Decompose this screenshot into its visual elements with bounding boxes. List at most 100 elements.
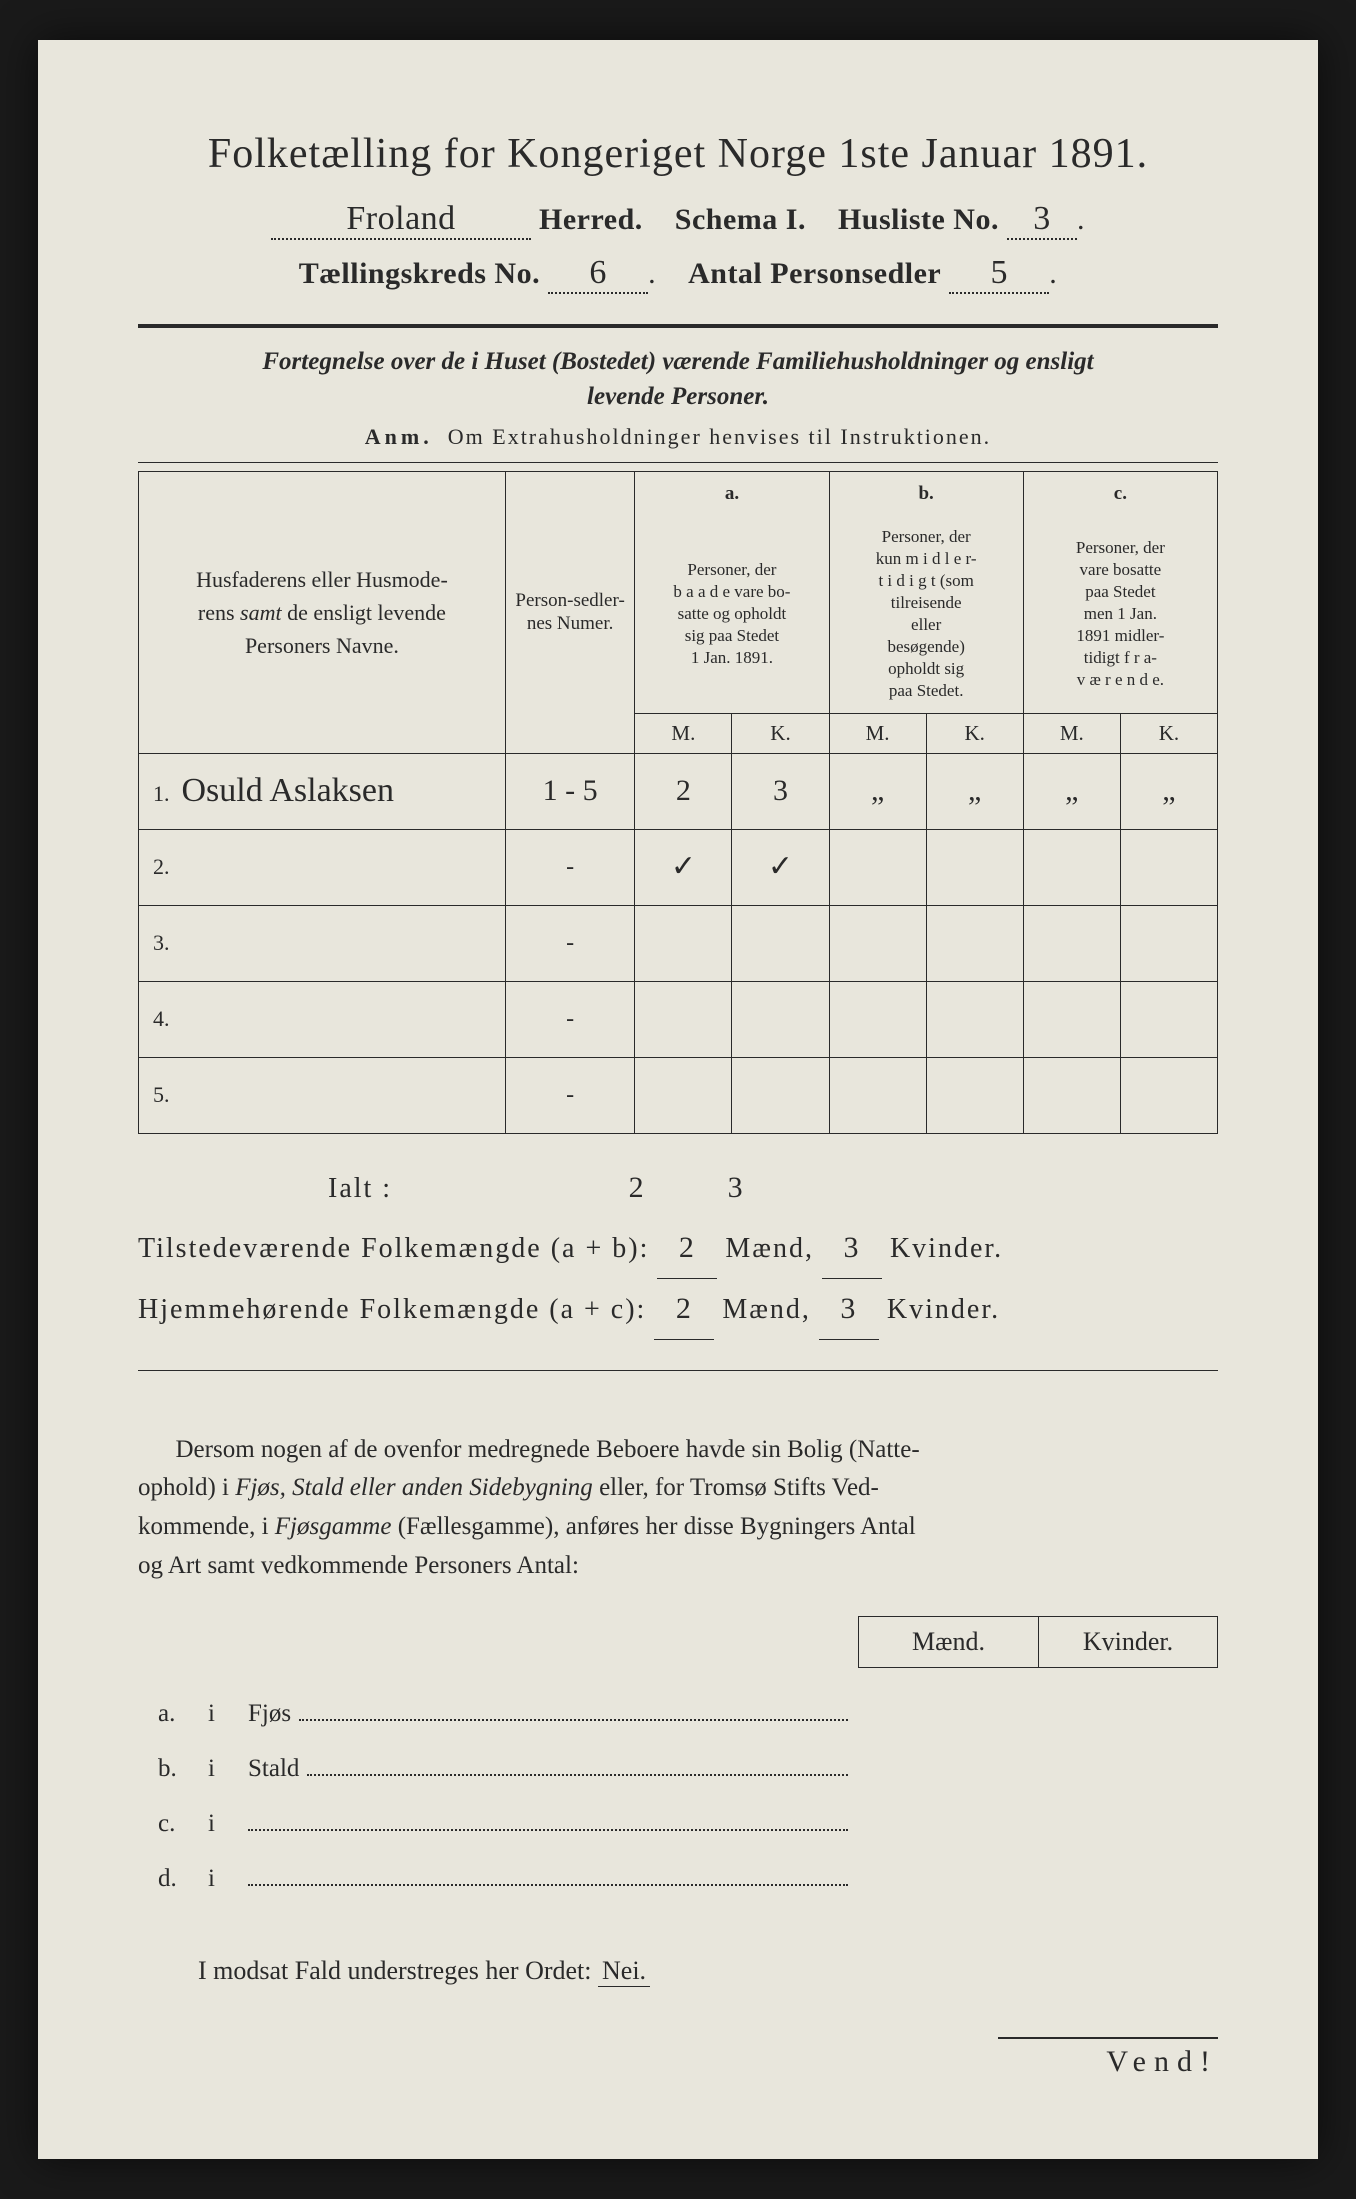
header-line-2: Tællingskreds No. 6. Antal Personsedler … xyxy=(138,254,1218,294)
th-cM: M. xyxy=(1023,713,1120,753)
cell-name: 1.Osuld Aslaksen xyxy=(139,753,506,829)
abcd-row-d: d. i xyxy=(138,1851,1218,1906)
abcd-list: a. i Fjøs b. i Stald c. i d. i xyxy=(138,1686,1218,1906)
abcd-i: i xyxy=(208,1741,248,1796)
th-bM: M. xyxy=(829,713,926,753)
cell-cK xyxy=(1120,905,1217,981)
nei-text: I modsat Fald understreges her Ordet: xyxy=(198,1956,592,1985)
th-c-top: c. xyxy=(1023,472,1217,516)
ialt-m: 2 xyxy=(592,1158,682,1218)
abcd-a: a. xyxy=(138,1686,208,1741)
cell-aK: ✓ xyxy=(732,829,829,905)
cell-cK xyxy=(1120,981,1217,1057)
maend-label-2: Mænd, xyxy=(722,1282,811,1338)
dwelling-paragraph: Dersom nogen af de ovenfor medregnede Be… xyxy=(138,1431,1218,1586)
dotted-line xyxy=(248,1861,848,1886)
abcd-i: i xyxy=(208,1851,248,1906)
hjem-m: 2 xyxy=(654,1279,714,1340)
abcd-row-a: a. i Fjøs xyxy=(138,1686,1218,1741)
cell-bK xyxy=(926,829,1023,905)
th-c: Personer, dervare bosattepaa Stedetmen 1… xyxy=(1023,516,1217,713)
cell-cM xyxy=(1023,1057,1120,1133)
dotted-line xyxy=(248,1806,848,1831)
ialt-k: 3 xyxy=(691,1158,781,1218)
th-cK: K. xyxy=(1120,713,1217,753)
th-b-top: b. xyxy=(829,472,1023,516)
table-row: 5.- xyxy=(139,1057,1218,1133)
intro-text: Fortegnelse over de i Huset (Bostedet) v… xyxy=(138,344,1218,414)
cell-bM: „ xyxy=(829,753,926,829)
abcd-i: i xyxy=(208,1796,248,1851)
cell-cM xyxy=(1023,981,1120,1057)
tilst-k: 3 xyxy=(822,1218,882,1279)
anm-line: Anm. Om Extrahusholdninger henvises til … xyxy=(138,424,1218,450)
nei-word: Nei. xyxy=(598,1956,650,1987)
cell-name: 5. xyxy=(139,1057,506,1133)
abcd-d: d. xyxy=(138,1851,208,1906)
header-line-1: Froland Herred. Schema I. Husliste No. 3… xyxy=(138,200,1218,240)
th-aM: M. xyxy=(635,713,732,753)
husliste-value: 3 xyxy=(1007,200,1077,240)
intro-line-1: Fortegnelse over de i Huset (Bostedet) v… xyxy=(262,348,1093,375)
cell-bK xyxy=(926,905,1023,981)
cell-bK xyxy=(926,1057,1023,1133)
herred-value: Froland xyxy=(271,200,531,240)
husliste-label: Husliste No. xyxy=(838,203,999,236)
anm-text: Om Extrahusholdninger henvises til Instr… xyxy=(448,424,991,449)
abcd-c: c. xyxy=(138,1796,208,1851)
cell-numer: - xyxy=(505,905,634,981)
cell-bK xyxy=(926,981,1023,1057)
hjem-label: Hjemmehørende Folkemængde (a + c): xyxy=(138,1282,646,1338)
tilst-label: Tilstedeværende Folkemængde (a + b): xyxy=(138,1221,649,1277)
herred-label: Herred. xyxy=(539,203,643,236)
cell-aK xyxy=(732,1057,829,1133)
th-numer: Person-sedler-nes Numer. xyxy=(505,472,634,754)
page-title: Folketælling for Kongeriget Norge 1ste J… xyxy=(138,130,1218,178)
cell-bM xyxy=(829,905,926,981)
cell-numer: 1 - 5 xyxy=(505,753,634,829)
abcd-row-b: b. i Stald xyxy=(138,1741,1218,1796)
cell-name: 2. xyxy=(139,829,506,905)
cell-numer: - xyxy=(505,1057,634,1133)
mk-k: Kvinder. xyxy=(1038,1616,1218,1668)
th-aK: K. xyxy=(732,713,829,753)
cell-aM: ✓ xyxy=(635,829,732,905)
abcd-i: i xyxy=(208,1686,248,1741)
intro-line-2: levende Personer. xyxy=(587,383,769,410)
rule xyxy=(138,1370,1218,1371)
cell-cK xyxy=(1120,829,1217,905)
sedler-label: Antal Personsedler xyxy=(688,257,941,290)
cell-cK xyxy=(1120,1057,1217,1133)
cell-bM xyxy=(829,829,926,905)
cell-aK xyxy=(732,905,829,981)
cell-cM xyxy=(1023,829,1120,905)
cell-numer: - xyxy=(505,981,634,1057)
cell-cM: „ xyxy=(1023,753,1120,829)
abcd-b: b. xyxy=(138,1741,208,1796)
table-row: 3.- xyxy=(139,905,1218,981)
household-table: Husfaderens eller Husmode-rens samt de e… xyxy=(138,471,1218,1134)
cell-aM xyxy=(635,981,732,1057)
th-b: Personer, derkun m i d l e r-t i d i g t… xyxy=(829,516,1023,713)
tilst-m: 2 xyxy=(657,1218,717,1279)
abcd-fjos: Fjøs xyxy=(248,1686,299,1741)
cell-cK: „ xyxy=(1120,753,1217,829)
cell-bM xyxy=(829,1057,926,1133)
cell-aK: 3 xyxy=(732,753,829,829)
mk-header: Mænd. Kvinder. xyxy=(138,1616,1218,1668)
rule xyxy=(138,462,1218,463)
sedler-value: 5 xyxy=(949,254,1049,294)
th-names: Husfaderens eller Husmode-rens samt de e… xyxy=(139,472,506,754)
rule xyxy=(138,324,1218,328)
nei-line: I modsat Fald understreges her Ordet: Ne… xyxy=(138,1956,1218,1987)
th-bK: K. xyxy=(926,713,1023,753)
table-row: 4.- xyxy=(139,981,1218,1057)
abcd-row-c: c. i xyxy=(138,1796,1218,1851)
th-a: Personer, derb a a d e vare bo-satte og … xyxy=(635,516,829,713)
cell-aM: 2 xyxy=(635,753,732,829)
hjem-k: 3 xyxy=(819,1279,879,1340)
kreds-value: 6 xyxy=(548,254,648,294)
cell-aK xyxy=(732,981,829,1057)
cell-name: 4. xyxy=(139,981,506,1057)
cell-aM xyxy=(635,905,732,981)
